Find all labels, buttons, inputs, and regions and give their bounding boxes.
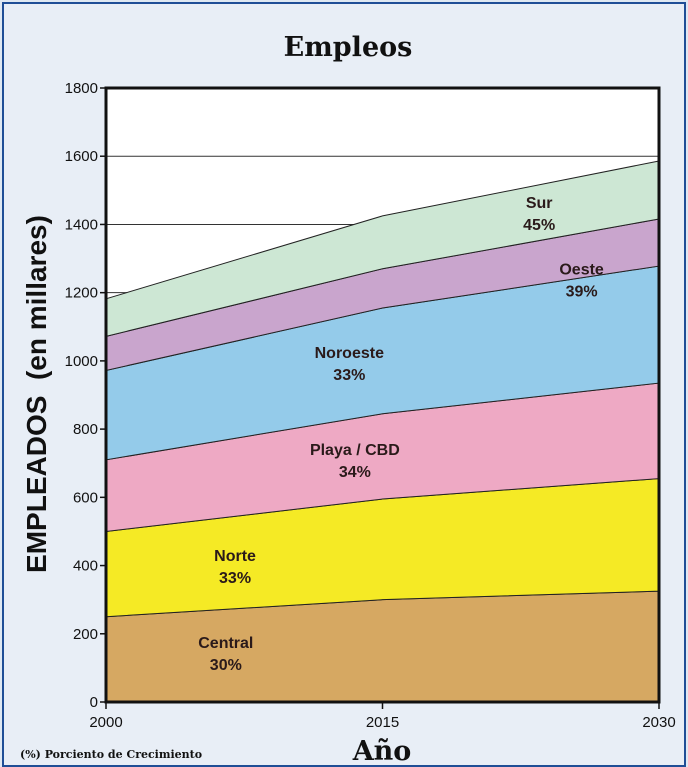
series-growth-label: 39% xyxy=(566,283,598,300)
series-name-label: Central xyxy=(198,635,253,652)
x-axis-ticks: 2000 2015 2030 xyxy=(89,702,676,731)
x-axis-label: Año xyxy=(352,736,412,767)
series-labels: Central 30% Norte 33% Playa / CBD 34% Noroeste… xyxy=(198,195,604,674)
y-tick-label: 400 xyxy=(73,558,98,575)
y-axis-label: EMPLEADOS (en millares) xyxy=(21,215,52,573)
series-growth-label: 45% xyxy=(523,217,555,234)
series-growth-label: 33% xyxy=(219,570,251,587)
y-tick-label: 1400 xyxy=(65,216,98,233)
series-name-label: Oeste xyxy=(559,261,604,278)
series-name-label: Noroeste xyxy=(315,345,384,362)
x-tick-label: 2030 xyxy=(642,714,675,731)
growth-note: (%) Porciento de Crecimiento xyxy=(20,748,202,761)
y-tick-label: 200 xyxy=(73,626,98,643)
y-tick-label: 1200 xyxy=(65,285,98,302)
x-tick-label: 2000 xyxy=(89,714,122,731)
y-tick-label: 600 xyxy=(73,489,98,506)
series-name-label: Playa / CBD xyxy=(310,442,400,459)
y-axis-ticks: 0 200 400 600 800 1000 1200 1400 1600 1800 xyxy=(65,80,106,711)
series-name-label: Norte xyxy=(214,548,256,565)
series-name-label: Sur xyxy=(526,195,553,212)
series-growth-label: 33% xyxy=(333,367,365,384)
y-tick-label: 1800 xyxy=(65,80,98,97)
series-growth-label: 30% xyxy=(210,657,242,674)
y-tick-label: 1600 xyxy=(65,148,98,165)
series-growth-label: 34% xyxy=(339,464,371,481)
chart-title: Empleos xyxy=(284,32,413,63)
y-tick-label: 800 xyxy=(73,421,98,438)
y-tick-label: 0 xyxy=(90,694,98,711)
x-tick-label: 2015 xyxy=(366,714,399,731)
series-areas xyxy=(105,160,660,703)
y-tick-label: 1000 xyxy=(65,353,98,370)
